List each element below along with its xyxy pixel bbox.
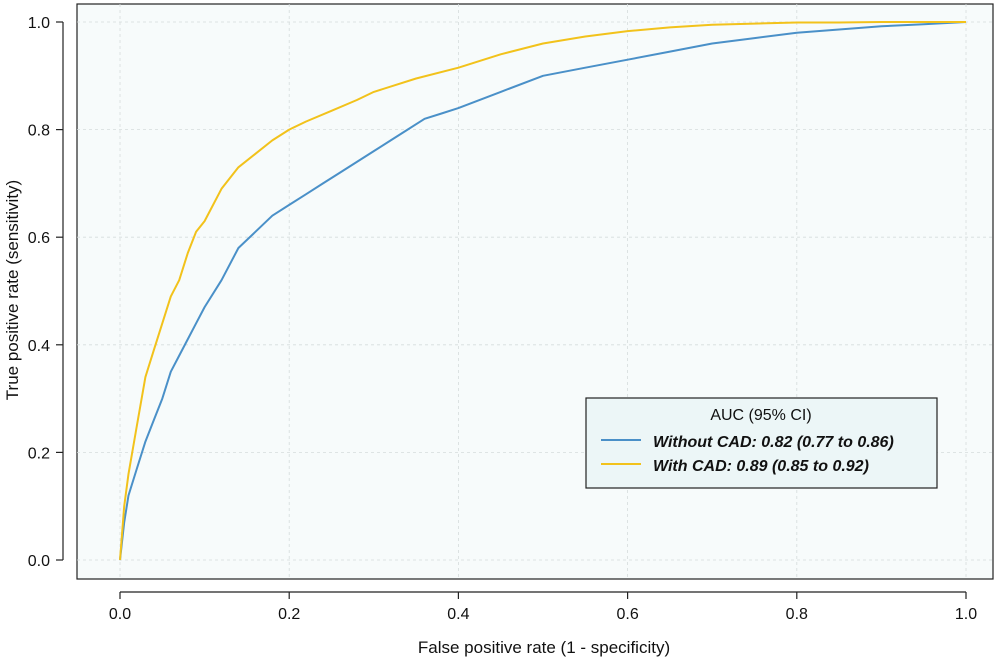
x-tick-label: 0.6 — [616, 606, 638, 623]
x-tick-label: 0.4 — [447, 606, 469, 623]
legend: AUC (95% CI) Without CAD: 0.82 (0.77 to … — [585, 397, 938, 489]
y-tick-label: 0.6 — [28, 230, 50, 247]
legend-label-without-cad: Without CAD: 0.82 (0.77 to 0.86) — [653, 434, 894, 451]
y-tick-label: 0.0 — [28, 553, 50, 570]
legend-box — [585, 397, 938, 489]
x-tick-label: 0.8 — [786, 606, 808, 623]
y-tick-label: 0.2 — [28, 445, 50, 462]
legend-title: AUC (95% CI) — [710, 407, 811, 424]
series-line-with-cad — [119, 21, 966, 561]
y-tick-label: 1.0 — [28, 15, 50, 32]
x-ticks: 0.0 0.2 0.4 0.6 0.8 1.0 — [109, 592, 977, 623]
y-tick-label: 0.8 — [28, 123, 50, 140]
series-lines — [119, 21, 967, 561]
series-line-without-cad — [119, 21, 967, 561]
x-axis-label: False positive rate (1 - specificity) — [418, 638, 670, 657]
y-axis-label: True positive rate (sensitivity) — [3, 180, 22, 400]
x-tick-label: 0.0 — [109, 606, 131, 623]
x-tick-label: 1.0 — [955, 606, 977, 623]
y-ticks: 0.0 0.2 0.4 0.6 0.8 1.0 — [28, 15, 63, 570]
x-tick-label: 0.2 — [278, 606, 300, 623]
legend-label-with-cad: With CAD: 0.89 (0.85 to 0.92) — [653, 458, 869, 475]
y-tick-label: 0.4 — [28, 338, 50, 355]
